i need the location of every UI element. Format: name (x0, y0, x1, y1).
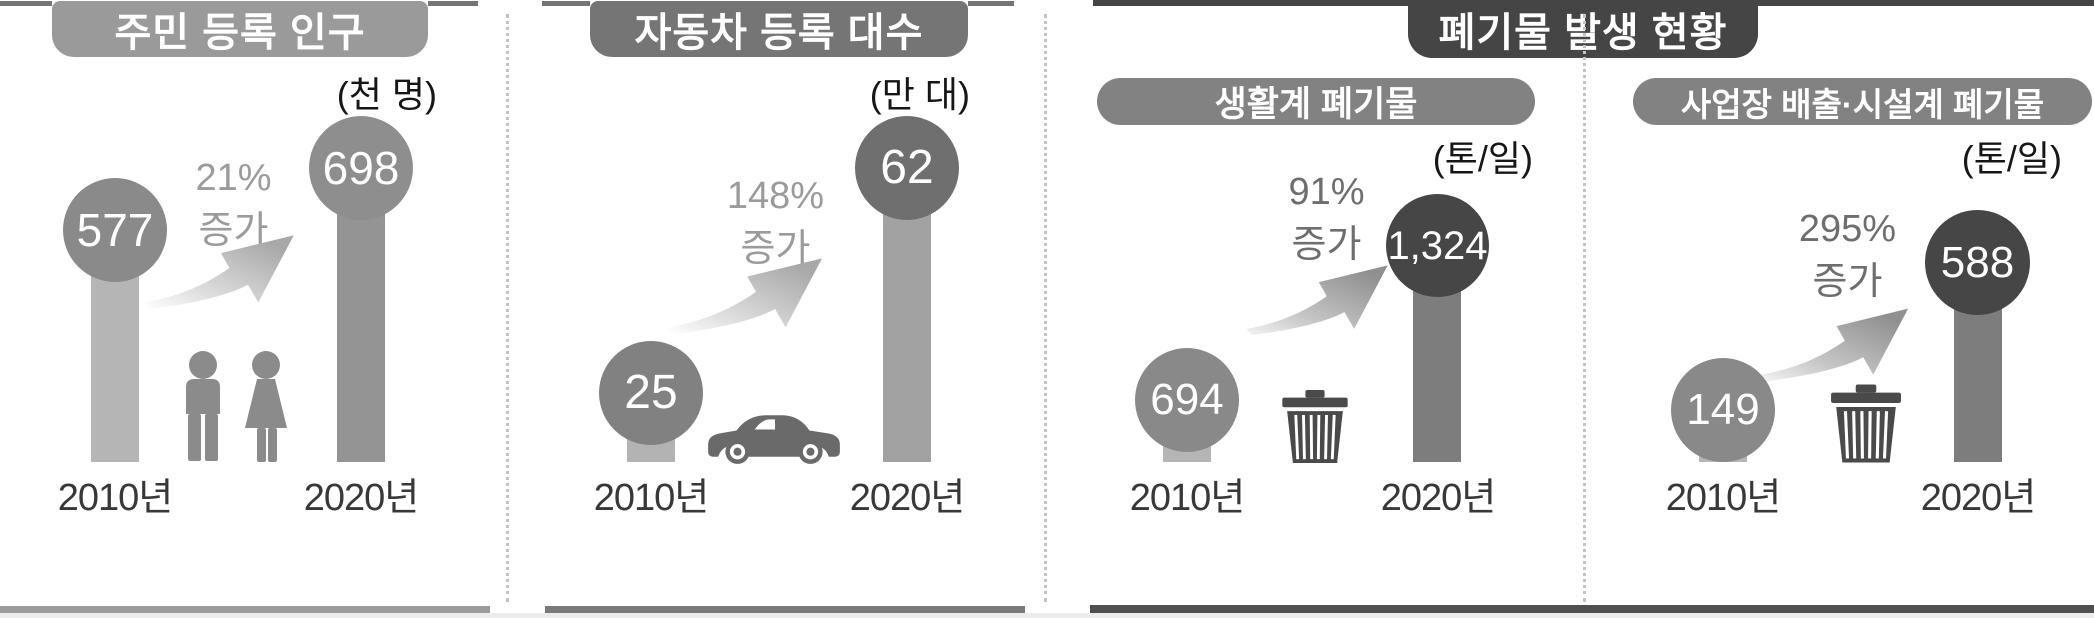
growth-arrow-icon (1761, 308, 1909, 382)
panel-title-population: 주민 등록 인구 (52, 1, 428, 57)
unit-label: (만 대) (869, 74, 970, 115)
value-bubble-2020: 1,324 (1386, 194, 1489, 297)
car-icon (708, 415, 840, 464)
value-bubble-2020: 62 (855, 116, 959, 220)
year-label-2020: 2020년 (1380, 477, 1497, 519)
value-bubble-2010: 694 (1135, 348, 1239, 452)
value-bubble-2010: 577 (63, 178, 167, 282)
growth-arrow-icon (668, 258, 823, 335)
trash-bin-icon (1831, 384, 1901, 463)
growth-arrow-icon (144, 235, 294, 310)
bottom-border (1090, 605, 2094, 613)
change-percent: 295% (1798, 208, 1897, 250)
trash-bin-icon (1282, 390, 1348, 463)
year-label-2010: 2010년 (57, 477, 174, 519)
change-percent: 91% (1288, 171, 1365, 213)
change-label: 295% 증가 (1765, 203, 1930, 309)
value-bubble-2010: 25 (599, 341, 703, 445)
bottom-border (0, 606, 490, 613)
panel-title-household-waste: 생활계 폐기물 (1097, 78, 1535, 125)
top-border-segment (0, 1, 52, 6)
bottom-border (545, 606, 1025, 613)
dotted-divider (1044, 14, 1047, 602)
year-label-2020: 2020년 (849, 477, 966, 519)
panel-title-vehicles: 자동차 등록 대수 (590, 1, 968, 57)
change-word: 증가 (1812, 261, 1883, 304)
growth-arrow-icon (1246, 265, 1388, 336)
year-label-2020: 2020년 (303, 477, 420, 519)
year-label-2010: 2010년 (593, 477, 710, 519)
unit-label: (톤/일) (1432, 138, 1533, 179)
value-bubble-2010: 149 (1671, 358, 1775, 462)
unit-label: (천 명) (336, 74, 437, 115)
change-percent: 21% (195, 157, 272, 199)
year-label-2020: 2020년 (1920, 477, 2037, 519)
change-label: 148% 증가 (693, 170, 858, 276)
dotted-divider (1583, 14, 1586, 602)
panel-title-business-waste: 사업장 배출·시설계 폐기물 (1633, 78, 2092, 125)
top-border-segment (968, 1, 1014, 6)
change-word: 증가 (740, 228, 811, 271)
change-percent: 148% (726, 175, 825, 217)
man-woman-icon (186, 351, 287, 462)
top-border-segment (542, 1, 590, 6)
value-bubble-2020: 698 (309, 116, 413, 220)
top-border-segment (428, 1, 478, 6)
dotted-divider (506, 14, 509, 602)
unit-label: (톤/일) (1961, 138, 2062, 179)
year-label-2010: 2010년 (1129, 477, 1246, 519)
page-edge-strip (0, 613, 2094, 618)
value-bubble-2020: 588 (1925, 210, 2030, 315)
year-label-2010: 2010년 (1665, 477, 1782, 519)
change-word: 증가 (1291, 224, 1362, 267)
change-label: 91% 증가 (1244, 166, 1409, 272)
